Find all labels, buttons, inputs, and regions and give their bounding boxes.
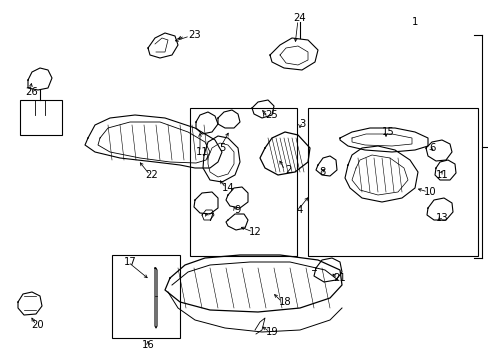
- Text: 24: 24: [293, 13, 305, 23]
- Text: 23: 23: [188, 30, 201, 40]
- Text: 21: 21: [333, 273, 346, 283]
- Text: 9: 9: [234, 205, 241, 215]
- Bar: [190, 108, 296, 256]
- Text: 13: 13: [435, 213, 447, 223]
- Text: 6: 6: [428, 143, 434, 153]
- Text: 11: 11: [195, 147, 208, 157]
- Text: 18: 18: [278, 297, 291, 307]
- Bar: [20, 100, 62, 135]
- Text: 17: 17: [123, 257, 136, 267]
- Text: 19: 19: [265, 327, 278, 337]
- Bar: [112, 255, 180, 338]
- Text: 1: 1: [411, 17, 417, 27]
- Text: 26: 26: [25, 87, 38, 97]
- Text: 15: 15: [381, 127, 393, 137]
- Text: 11: 11: [435, 170, 447, 180]
- Text: 3: 3: [298, 119, 305, 129]
- Bar: [307, 108, 477, 256]
- Text: 12: 12: [248, 227, 261, 237]
- Text: 7: 7: [206, 213, 213, 223]
- Text: 5: 5: [218, 143, 225, 153]
- Text: 8: 8: [318, 167, 325, 177]
- Text: 10: 10: [423, 187, 435, 197]
- Text: 22: 22: [145, 170, 158, 180]
- Text: 4: 4: [296, 205, 303, 215]
- Text: 25: 25: [265, 110, 278, 120]
- Text: 2: 2: [284, 165, 290, 175]
- Text: 20: 20: [32, 320, 44, 330]
- Text: 14: 14: [221, 183, 234, 193]
- Text: 16: 16: [142, 340, 154, 350]
